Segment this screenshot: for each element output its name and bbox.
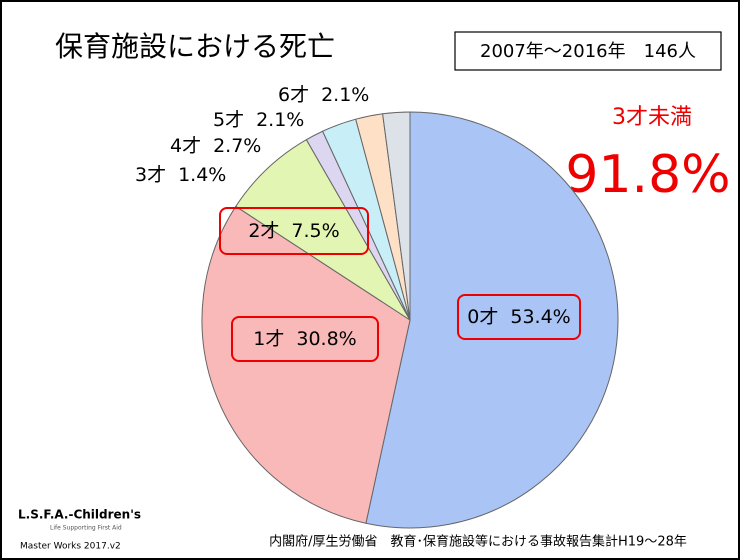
value-label: 30.8% xyxy=(296,328,356,350)
logo-version: Master Works 2017.v2 xyxy=(20,542,121,552)
value-label: 2.1% xyxy=(256,109,304,131)
pie-slice xyxy=(365,111,619,529)
subtitle: 2007年～2016年 146人 xyxy=(480,41,696,62)
slice-label: 3才 1.4% xyxy=(135,164,226,186)
label-box xyxy=(231,316,379,362)
source: 内閣府/厚生労働省 教育･保育施設等における事故報告集計H19～28年 xyxy=(269,534,687,550)
category-label: 2才 xyxy=(248,220,279,242)
label-box xyxy=(457,294,581,340)
annotation: 91.8% xyxy=(565,145,730,205)
subtitle-box xyxy=(454,31,722,71)
slice-label: 5才 2.1% xyxy=(213,109,304,131)
slice-label: 2才 7.5% xyxy=(248,220,339,242)
slice-label: 6才 2.1% xyxy=(278,84,369,106)
label-box xyxy=(219,207,369,255)
value-label: 2.7% xyxy=(213,135,261,157)
category-label: 6才 xyxy=(278,84,309,106)
slice-label: 4才 2.7% xyxy=(170,135,261,157)
logo-sub: Life Supporting First Aid xyxy=(50,525,122,532)
category-label: 4才 xyxy=(170,135,201,157)
slice-label: 1才 30.8% xyxy=(253,328,356,350)
category-label: 0才 xyxy=(467,306,498,328)
value-label: 7.5% xyxy=(291,220,339,242)
category-label: 5才 xyxy=(213,109,244,131)
pie-slice xyxy=(235,138,411,321)
slice-label: 0才 53.4% xyxy=(467,306,570,328)
value-label: 53.4% xyxy=(510,306,570,328)
category-label: 1才 xyxy=(253,328,284,350)
pie xyxy=(201,111,619,529)
pie-slice xyxy=(382,111,411,321)
pie-slice xyxy=(201,205,411,524)
category-label: 3才 xyxy=(135,164,166,186)
annotation: 3才未満 xyxy=(612,105,692,130)
value-label: 1.4% xyxy=(178,164,226,186)
logo: L.S.F.A.-Children's xyxy=(18,508,141,522)
chart-title: 保育施設における死亡 xyxy=(55,30,335,63)
value-label: 2.1% xyxy=(321,84,369,106)
